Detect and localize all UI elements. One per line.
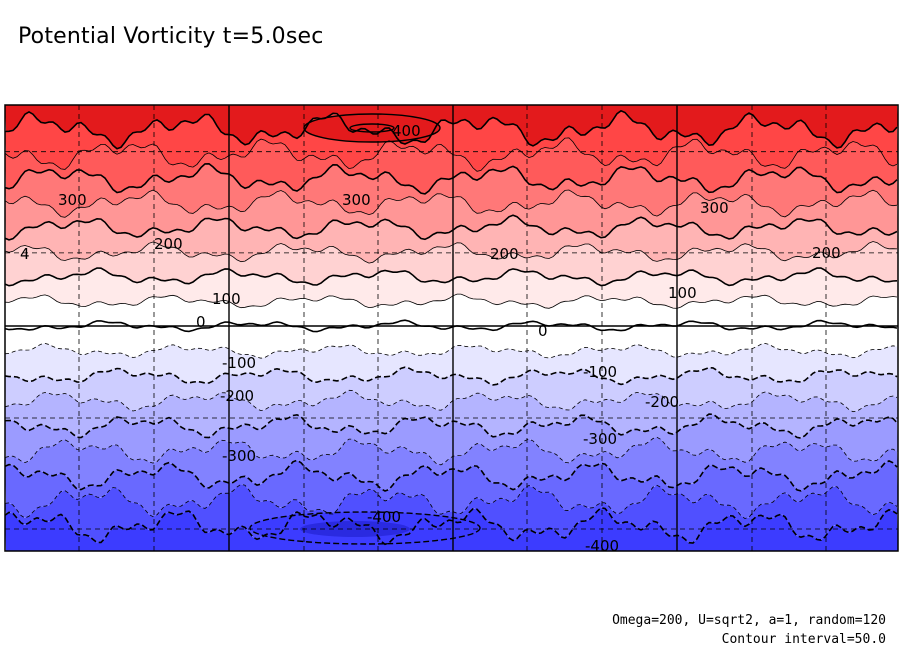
band-12 <box>5 390 898 438</box>
contour--300 <box>5 459 898 492</box>
band-5 <box>5 215 898 264</box>
contour-label: 200 <box>154 235 183 253</box>
parameters-note: Omega=200, U=sqrt2, a=1, random=120 <box>612 613 886 628</box>
band-7 <box>5 268 898 309</box>
contour-label: 200 <box>490 245 519 263</box>
band-13 <box>5 414 898 465</box>
contour-label: -200 <box>220 387 254 405</box>
contour-label: 4 <box>20 245 30 263</box>
contour-label: -100 <box>222 354 256 372</box>
band-8 <box>5 294 898 332</box>
band-1 <box>5 110 898 172</box>
plot-frame <box>4 104 899 552</box>
contour-label: 100 <box>212 290 241 308</box>
contour-400 <box>5 109 898 150</box>
band-3 <box>5 163 898 218</box>
contour-label: -100 <box>583 363 617 381</box>
contour--50 <box>5 342 898 359</box>
contour-label: -300 <box>222 447 256 465</box>
contour-label: 300 <box>342 191 371 209</box>
contour-50 <box>5 293 898 309</box>
contour-lines <box>5 109 898 546</box>
contour-150 <box>5 241 898 264</box>
contour-100 <box>5 267 898 287</box>
contour-label: -200 <box>645 393 679 411</box>
contour-250 <box>5 189 898 218</box>
contour-350 <box>5 137 898 172</box>
contour-0 <box>5 319 898 333</box>
contour-max-ring <box>303 113 441 143</box>
contour-labels: 400 300 300 300 200 200 200 100 100 0 0 4 -100 -100 -2… <box>20 122 841 555</box>
band-10 <box>5 343 898 385</box>
contour--150 <box>5 389 898 413</box>
contour-max-core <box>349 123 395 133</box>
contour--200 <box>5 413 898 439</box>
contour-interval-note: Contour interval=50.0 <box>721 632 886 647</box>
contour-label: 300 <box>700 199 729 217</box>
contour--100 <box>5 366 898 386</box>
contour-label: 100 <box>668 284 697 302</box>
band-15 <box>5 460 898 519</box>
pv-max-blob <box>304 114 440 142</box>
contour-label: 400 <box>392 122 421 140</box>
contour-label: 0 <box>538 322 548 340</box>
contour-min-ring <box>249 511 481 545</box>
contour-label: 0 <box>196 313 206 331</box>
contour-label: -300 <box>583 430 617 448</box>
chart-title: Potential Vorticity t=5.0sec <box>18 24 324 49</box>
contour--400 <box>5 506 898 546</box>
pv-min-blob-inner <box>300 521 410 537</box>
contour-label: -400 <box>367 508 401 526</box>
band-4 <box>5 190 898 240</box>
band-11 <box>5 367 898 412</box>
contour--250 <box>5 436 898 466</box>
band-14 <box>5 437 898 491</box>
contour-200 <box>5 214 898 241</box>
contour-label: 300 <box>58 191 87 209</box>
contour-label: 200 <box>812 244 841 262</box>
contour-300 <box>5 162 898 195</box>
contour-label: -400 <box>585 537 619 555</box>
